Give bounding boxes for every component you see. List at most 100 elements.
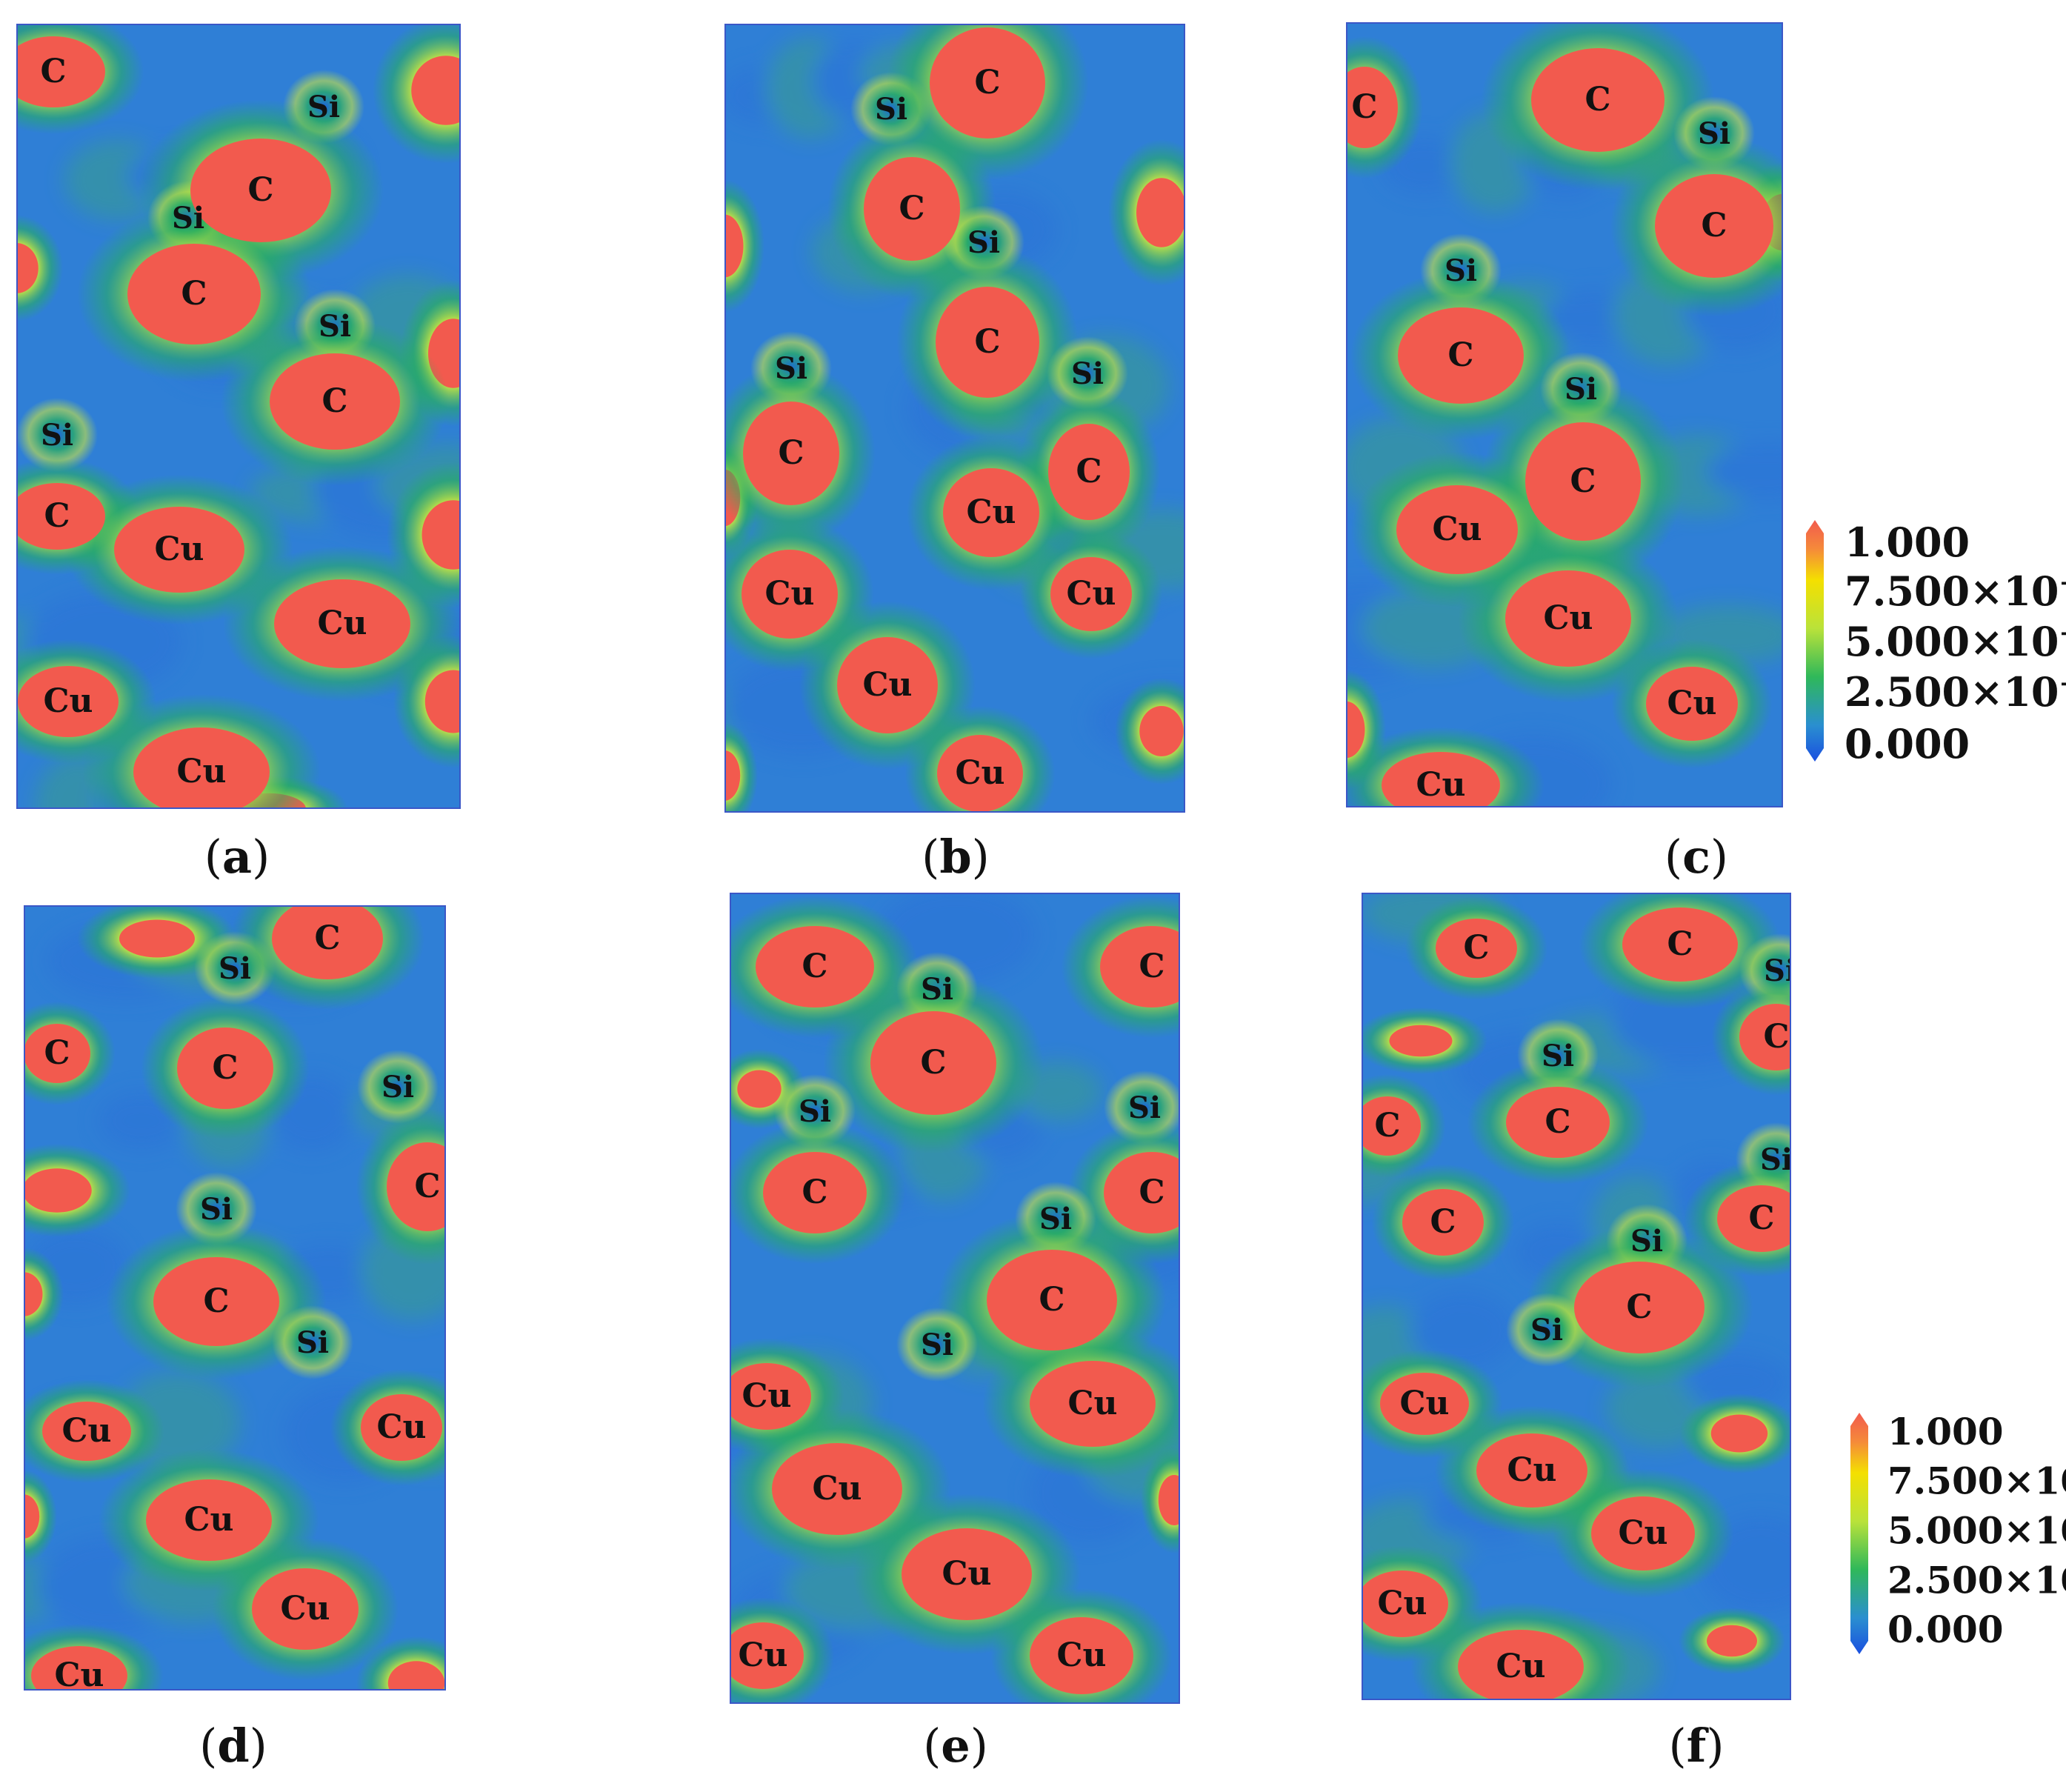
atom-core-c [1717, 1185, 1791, 1252]
atom-label-cu: Cu [1066, 575, 1116, 613]
atom-label-si: Si [921, 972, 953, 1007]
colorbar-top-tick3: 5.000×10−1 [1845, 618, 2066, 665]
atom-halo [357, 1050, 439, 1124]
colorbar-top [1806, 520, 1824, 762]
atom-label-cu: Cu [317, 604, 367, 642]
atom-label-cu: Cu [764, 575, 814, 613]
elf-contour-f: C C Si C Si C C Si C C Si C Si Cu Cu Cu Cu Cu [1362, 893, 1791, 1700]
atom-core-c [1739, 1004, 1791, 1070]
atom-core-c [387, 1142, 446, 1231]
atom-core-cu [114, 507, 244, 593]
atom-label-c: C [1351, 88, 1377, 126]
elf-contour-c: C C Si C Si C Si C Cu Cu Cu Cu [1346, 22, 1783, 807]
atom-label-c: C [1076, 453, 1102, 490]
atom-label-si: Si [799, 1094, 831, 1129]
atom-label-c: C [1544, 1103, 1570, 1141]
atom-label-c: C [1626, 1288, 1652, 1326]
atom-core-c [127, 244, 261, 344]
atom-label-c: C [203, 1282, 229, 1320]
atom-core-cu [42, 1402, 131, 1461]
atom-core-c [1525, 422, 1641, 541]
atom-core-c [864, 157, 960, 261]
atom-core-c [16, 483, 105, 550]
elf-map-c: C C Si C Si C Si C Cu Cu Cu Cu [1346, 22, 1783, 807]
atom-label-c: C [1039, 1281, 1064, 1319]
atom-label-si: Si [1764, 953, 1791, 988]
atom-label-si: Si [219, 951, 251, 986]
atom-label-si: Si [319, 309, 351, 344]
atom-label-cu: Cu [955, 754, 1004, 792]
elf-contour-b: Si C C Si C Si Si C C Cu Cu Cu Cu Cu [724, 24, 1185, 813]
atom-label-c: C [44, 497, 70, 535]
atom-core-cu [837, 637, 938, 733]
atom-label-si: Si [1630, 1224, 1663, 1259]
atom-label-c: C [1463, 929, 1489, 967]
atom-label-cu: Cu [1618, 1514, 1667, 1552]
atom-core-cu [730, 1622, 804, 1689]
atom-core-c [1574, 1262, 1705, 1353]
atom-core-c [1346, 67, 1398, 148]
atom-label-cu: Cu [61, 1412, 111, 1450]
atom-label-cu: Cu [376, 1408, 426, 1446]
atom-label-c: C [1447, 336, 1473, 374]
atom-label-si: Si [1128, 1090, 1161, 1125]
atom-halo [16, 398, 98, 472]
atom-core-c [870, 1011, 996, 1115]
caption-e: (e) [923, 1719, 988, 1773]
atom-label-c: C [212, 1049, 238, 1087]
caption-d: (d) [199, 1719, 267, 1773]
atom-label-si: Si [41, 418, 73, 453]
elf-map-a: C Si C Si C Si C Si C Cu Cu Cu Cu [16, 24, 461, 809]
atom-core-c [1436, 919, 1517, 978]
atom-core-c [1655, 174, 1773, 278]
atom-label-c: C [1139, 947, 1164, 985]
atom-label-cu: Cu [280, 1590, 330, 1628]
atom-core-cu [1380, 1373, 1469, 1435]
atom-label-c: C [802, 947, 827, 985]
colorbar-bottom-tick2: 7.500×10−1 [1887, 1459, 2066, 1503]
elf-map-e: C Si C C Si Si C C Si C Si Cu Cu Cu Cu Cu Cu [730, 893, 1180, 1704]
atom-label-cu: Cu [1377, 1585, 1427, 1622]
atom-core-cu [1505, 570, 1631, 667]
atom-label-si: Si [1760, 1142, 1791, 1177]
colorbar-top-max: 1.000 [1845, 519, 1970, 566]
atom-label-c: C [1570, 462, 1596, 500]
atom-label-cu: Cu [966, 493, 1016, 531]
atom-label-c: C [321, 382, 347, 420]
atom-label-cu: Cu [812, 1470, 862, 1508]
atom-core-cu [943, 468, 1039, 557]
colorbar-bottom-max: 1.000 [1887, 1410, 2004, 1453]
atom-label-si: Si [1698, 116, 1730, 151]
atom-label-si: Si [1444, 253, 1477, 288]
atom-core-cu [1476, 1433, 1587, 1508]
atom-core-c [1362, 1096, 1421, 1156]
atom-label-cu: Cu [1496, 1648, 1545, 1685]
atom-core-c [1622, 907, 1738, 982]
atom-label-c: C [40, 53, 66, 90]
atom-core-cu [1050, 557, 1132, 631]
atom-label-c: C [974, 64, 1000, 101]
atom-label-c: C [1374, 1107, 1400, 1145]
atom-label-cu: Cu [43, 682, 93, 720]
atom-label-c: C [1139, 1173, 1164, 1211]
atom-label-cu: Cu [1416, 766, 1465, 804]
atom-label-cu: Cu [862, 666, 912, 704]
atom-core-cu [1396, 485, 1518, 574]
atom-label-c: C [1763, 1018, 1789, 1056]
atom-label-si: Si [775, 351, 807, 386]
atom-label-c: C [1430, 1203, 1456, 1241]
atom-label-cu: Cu [742, 1377, 791, 1415]
atom-label-c: C [247, 171, 273, 209]
atom-label-cu: Cu [1067, 1385, 1117, 1422]
atom-core-cu [937, 735, 1023, 812]
atom-core-cu [31, 1646, 127, 1691]
atom-core-c [756, 926, 874, 1007]
atom-label-c: C [1667, 925, 1693, 963]
atom-core-c [743, 402, 839, 505]
atom-core-c [763, 1152, 867, 1233]
atom-core-cu [730, 1363, 811, 1430]
atom-label-si: Si [1530, 1313, 1563, 1348]
atom-core-c [190, 139, 331, 242]
atom-core-cu [252, 1568, 359, 1650]
atom-label-c: C [414, 1168, 440, 1205]
